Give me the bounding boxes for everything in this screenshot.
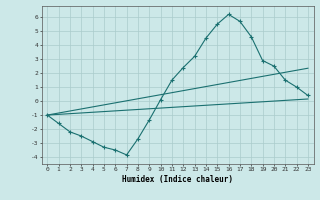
X-axis label: Humidex (Indice chaleur): Humidex (Indice chaleur) <box>122 175 233 184</box>
